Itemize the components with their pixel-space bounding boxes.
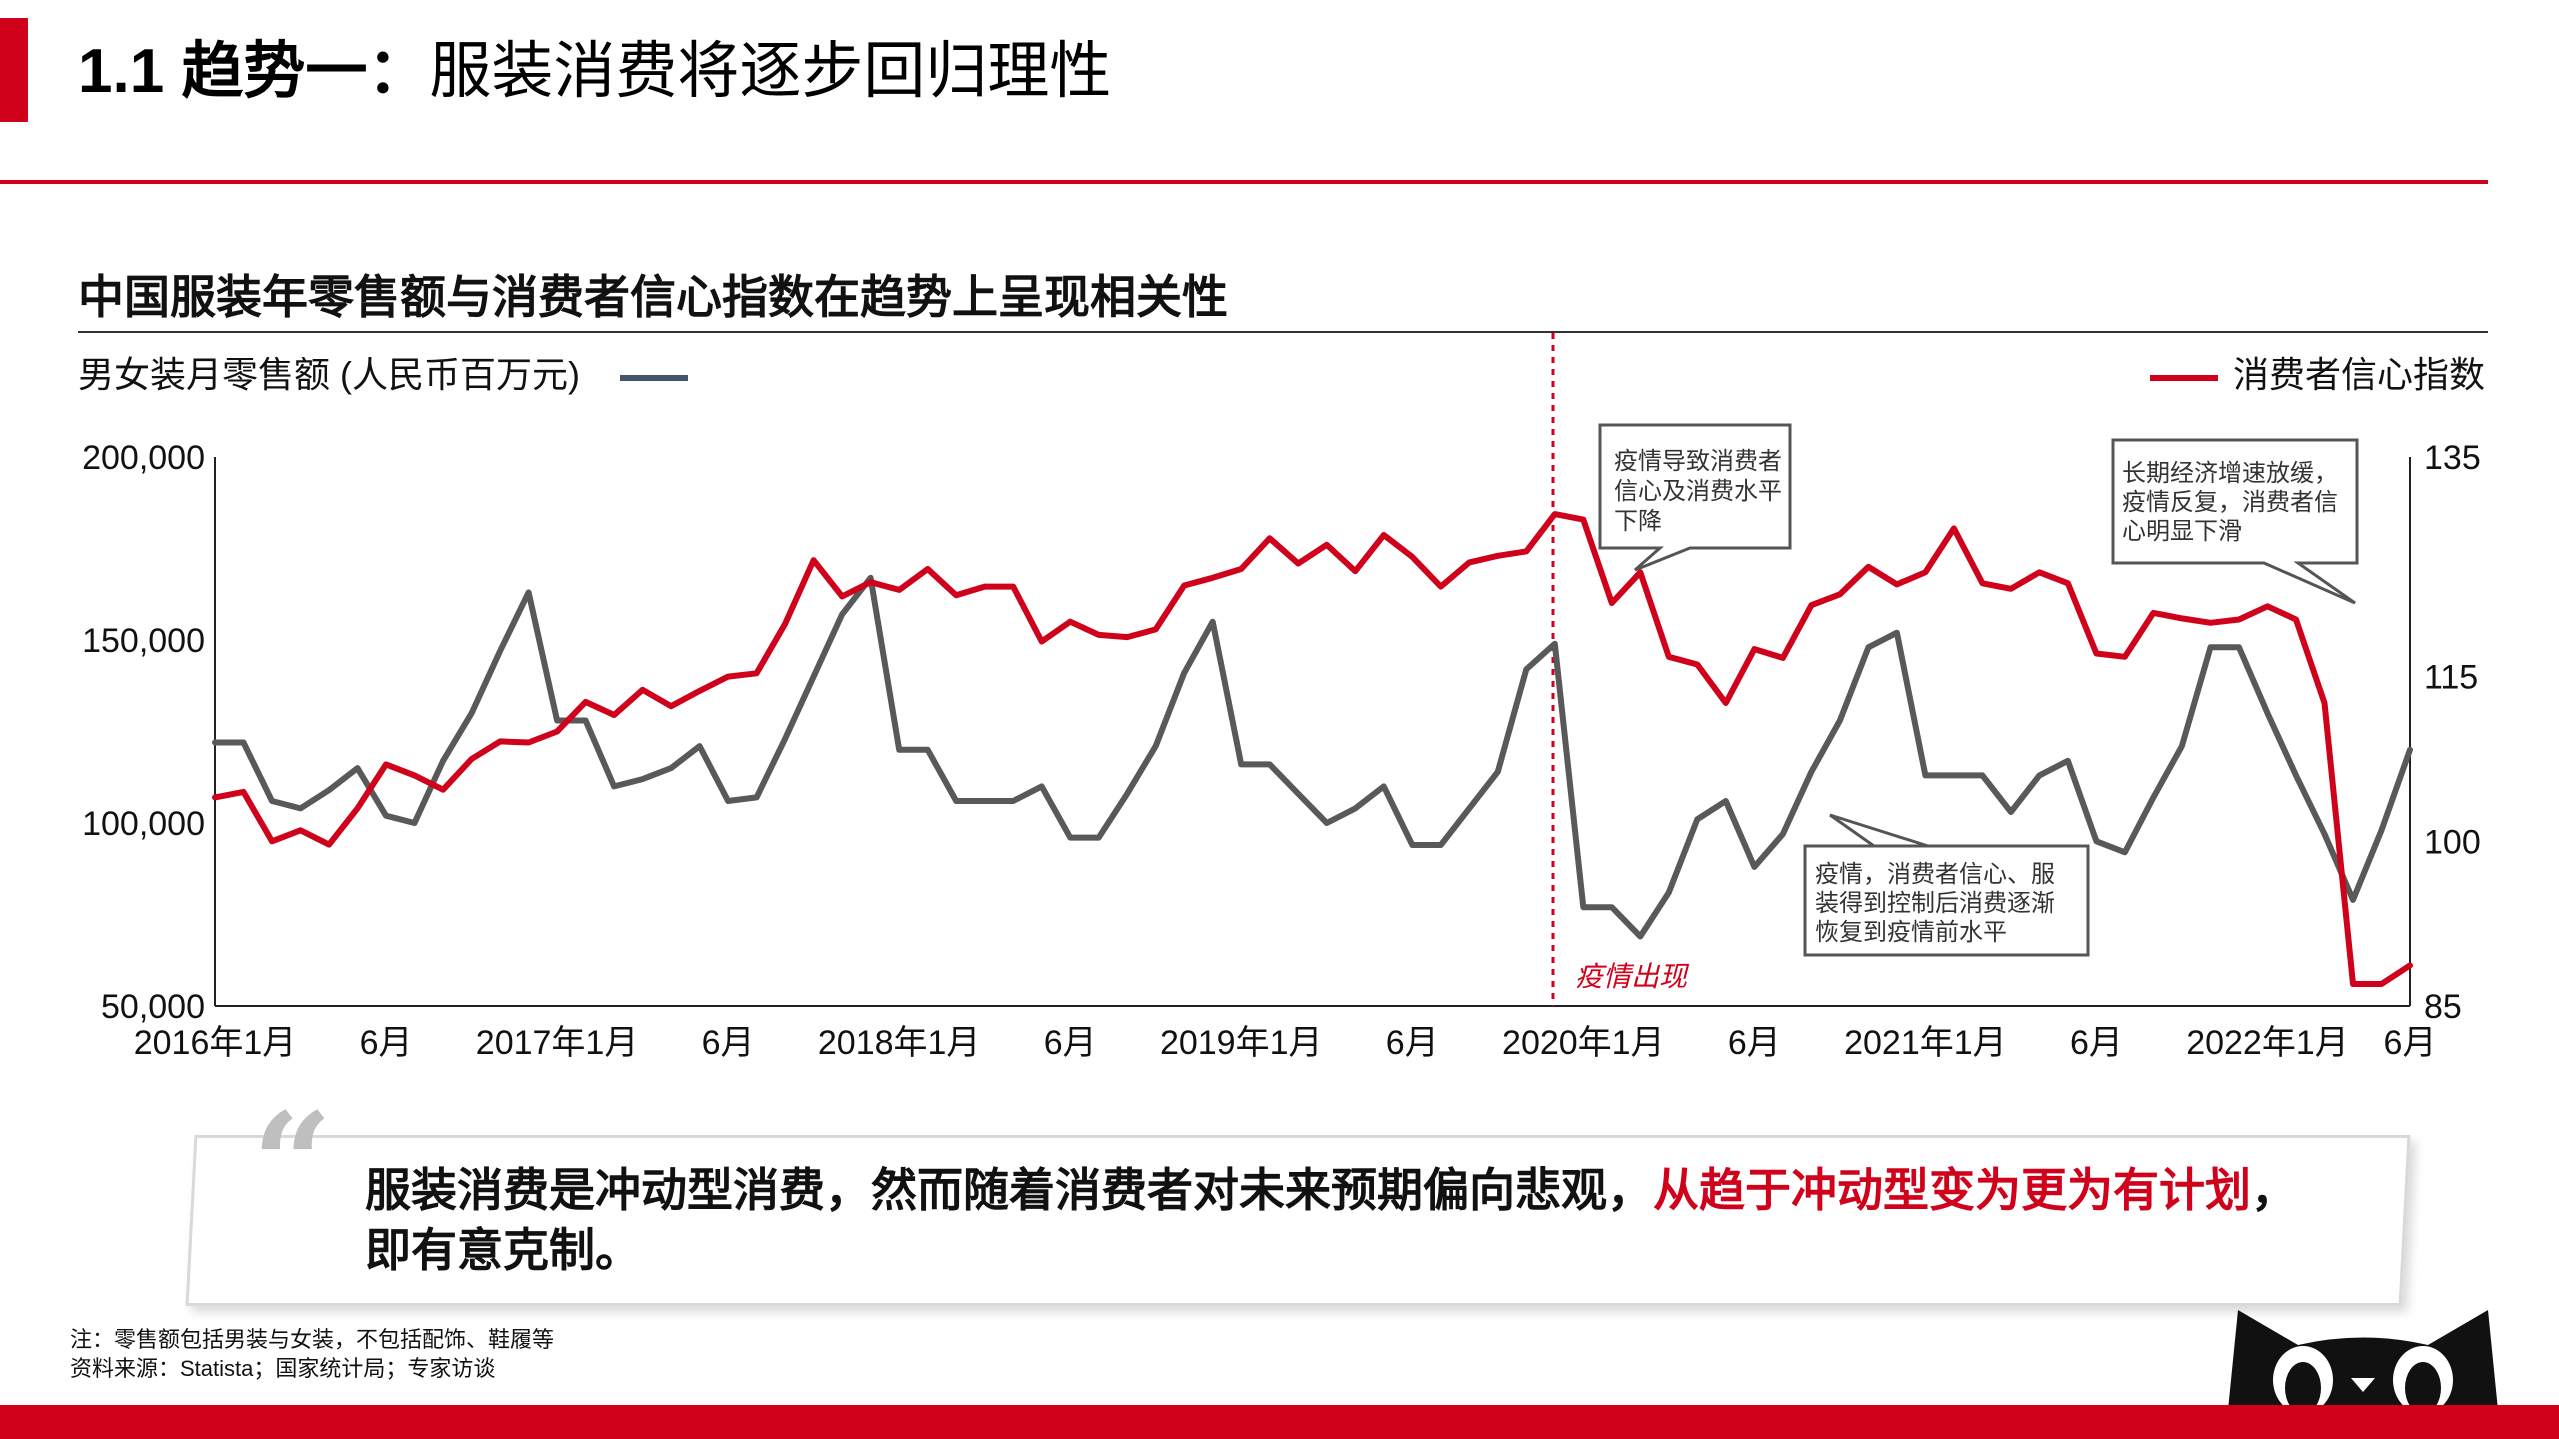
right-tick-label: 100: [2424, 823, 2481, 861]
callout-pandemic-drop-line2: 信心及消费水平: [1614, 477, 1782, 505]
legend-swatch-confidence: [2150, 375, 2218, 381]
left-tick-label: 50,000: [101, 988, 205, 1026]
left-tick-label: 100,000: [82, 805, 205, 843]
footer-bar: [0, 1405, 2559, 1439]
callout-pandemic-drop-line3: 下降: [1614, 507, 1662, 535]
x-tick-label: 6月: [1728, 1024, 1781, 1062]
right-tick-label: 135: [2424, 439, 2481, 477]
covid-marker-label: 疫情出现: [1575, 960, 1690, 993]
x-tick-label: 6月: [2070, 1024, 2123, 1062]
chart: 200,000 150,000 100,000 50,000 135 115 100 85 20…: [82, 333, 2481, 1062]
cat-mascot-icon: [2228, 1310, 2498, 1410]
series-line-retail-sales: [212, 574, 2413, 940]
callout-recovery-line3: 恢复到疫情前水平: [1815, 918, 2007, 946]
callout-slowdown: 长期经济增速放缓， 疫情反复，消费者信 心明显下滑: [2111, 438, 2359, 605]
title-divider: [0, 180, 2488, 184]
right-axis-label: 消费者信心指数: [2232, 354, 2485, 395]
x-tick-label: 6月: [2384, 1024, 2437, 1062]
left-axis-label: 男女装月零售额 (人民币百万元): [78, 354, 580, 395]
callout-pandemic-drop: 疫情导致消费者 信心及消费水平 下降: [1598, 423, 1792, 572]
chart-title-divider: [78, 331, 2488, 333]
x-tick-label: 2016年1月: [134, 1024, 297, 1062]
callout-slowdown-line3: 心明显下滑: [2122, 517, 2242, 545]
callout-recovery: 疫情，消费者信心、服 装得到控制后消费逐渐 恢复到疫情前水平: [1803, 813, 2090, 957]
page-title-rest: 服装消费将逐步回归理性: [429, 37, 1112, 106]
right-tick-label: 115: [2424, 659, 2478, 697]
legend-swatch-retail: [620, 375, 688, 381]
footnote-sources: 资料来源：Statista；国家统计局；专家访谈: [70, 1356, 496, 1381]
quote-text-normal: 服装消费是冲动型消费，然而随着消费者对未来预期偏向悲观，: [365, 1164, 1653, 1216]
quote-mark: “: [252, 1083, 333, 1247]
x-tick-label: 6月: [360, 1024, 413, 1062]
right-tick-label: 85: [2424, 988, 2462, 1026]
callout-slowdown-line2: 疫情反复，消费者信: [2122, 488, 2338, 516]
callout-recovery-line2: 装得到控制后消费逐渐: [1815, 889, 2055, 917]
series-line-consumer-confidence: [212, 511, 2413, 987]
x-tick-label: 2018年1月: [818, 1024, 981, 1062]
x-tick-label: 2022年1月: [2186, 1024, 2349, 1062]
left-tick-label: 150,000: [82, 622, 205, 660]
page-title-bold: 1.1 趋势一：: [78, 37, 430, 106]
quote-text-highlight: 从趋于冲动型变为更为有计划: [1653, 1164, 2251, 1216]
x-tick-label: 2019年1月: [1160, 1024, 1323, 1062]
quote-text-end: ，即有意克制。: [365, 1164, 2297, 1276]
chart-title: 中国服装年零售额与消费者信心指数在趋势上呈现相关性: [78, 271, 1228, 323]
x-tick-label: 2021年1月: [1844, 1024, 2007, 1062]
x-tick-label: 6月: [1044, 1024, 1097, 1062]
quote-text: 服装消费是冲动型消费，然而随着消费者对未来预期偏向悲观，从趋于冲动型变为更为有计…: [365, 1160, 2315, 1280]
footnotes: 注：零售额包括男装与女装，不包括配饰、鞋履等 资料来源：Statista；国家统…: [70, 1325, 554, 1383]
title-accent-bar: [0, 18, 28, 122]
x-tick-label: 2017年1月: [476, 1024, 639, 1062]
footnote-scope: 注：零售额包括男装与女装，不包括配饰、鞋履等: [70, 1327, 555, 1352]
x-tick-label: 2020年1月: [1502, 1024, 1665, 1062]
left-tick-label: 200,000: [82, 439, 205, 477]
x-tick-label: 6月: [702, 1024, 755, 1062]
callout-pandemic-drop-line1: 疫情导致消费者: [1614, 447, 1782, 475]
x-tick-label: 6月: [1386, 1024, 1439, 1062]
callout-recovery-line1: 疫情，消费者信心、服: [1815, 860, 2055, 888]
page-title: 1.1 趋势一：服装消费将逐步回归理性: [78, 30, 1111, 114]
callout-slowdown-line1: 长期经济增速放缓，: [2122, 459, 2338, 487]
